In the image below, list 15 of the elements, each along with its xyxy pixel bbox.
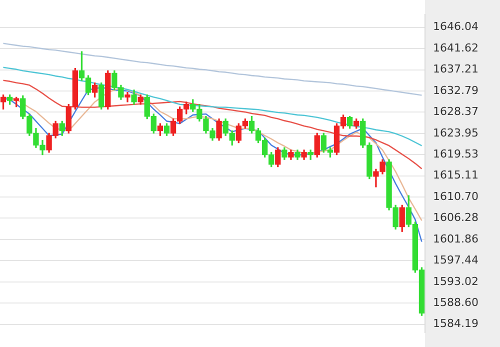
y-tick-label: 1623.95 xyxy=(433,126,478,140)
y-tick-label: 1610.70 xyxy=(433,190,478,203)
y-tick-label: 1606.28 xyxy=(433,211,478,224)
y-tick-label: 1646.04 xyxy=(433,20,478,34)
y-tick-label: 1632.79 xyxy=(433,84,478,97)
y-tick-label: 1597.44 xyxy=(433,254,478,267)
y-tick-label: 1593.02 xyxy=(433,274,478,288)
y-tick-label: 1641.62 xyxy=(433,41,478,54)
y-tick-label: 1601.86 xyxy=(433,232,478,246)
y-tick-label: 1619.53 xyxy=(433,147,478,160)
y-tick-label: 1584.19 xyxy=(433,317,478,330)
y-tick-label: 1628.37 xyxy=(433,105,478,118)
y-tick-label: 1615.11 xyxy=(433,168,478,182)
y-tick-label: 1637.21 xyxy=(433,62,478,76)
y-tick-label: 1588.60 xyxy=(433,296,478,309)
